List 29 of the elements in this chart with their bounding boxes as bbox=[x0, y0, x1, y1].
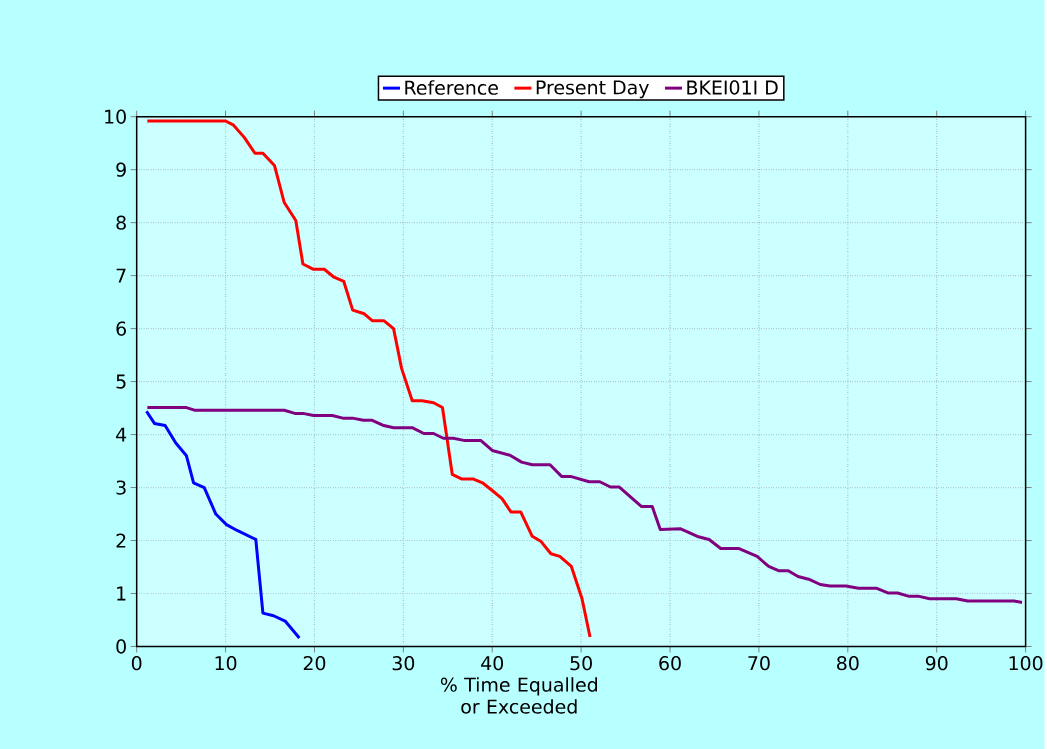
y-tick-label: 4 bbox=[116, 427, 127, 442]
x-tick-label: 10 bbox=[215, 655, 237, 671]
line-series bbox=[145, 119, 592, 639]
x-tick-label: 60 bbox=[659, 655, 681, 671]
line-series bbox=[144, 409, 301, 640]
y-tick-label: 6 bbox=[116, 321, 126, 336]
y-tick-label: 2 bbox=[116, 533, 126, 548]
y-tick-label: 5 bbox=[116, 374, 126, 389]
line-series bbox=[145, 405, 1024, 604]
x-tick-label: 20 bbox=[303, 655, 326, 671]
legend-label: Present Day bbox=[536, 80, 649, 99]
y-tick-label: 7 bbox=[116, 268, 126, 283]
x-tick-label: 100 bbox=[1009, 655, 1043, 671]
legend-label: Reference bbox=[405, 80, 498, 95]
y-tick-label: 9 bbox=[116, 162, 126, 177]
y-tick-label: 0 bbox=[116, 639, 126, 654]
legend-label: BKEI01I D bbox=[687, 80, 778, 95]
y-tick-label: 1 bbox=[117, 586, 126, 601]
x-tick-label: 90 bbox=[925, 655, 948, 671]
x-tick-label: 30 bbox=[392, 655, 415, 671]
x-tick-label: 70 bbox=[748, 655, 770, 671]
y-tick-label: 10 bbox=[105, 109, 126, 124]
x-tick-label: 40 bbox=[481, 655, 504, 671]
x-tick-label: 80 bbox=[837, 655, 859, 671]
y-tick-label: 3 bbox=[116, 480, 126, 495]
x-tick-label: 50 bbox=[570, 655, 592, 671]
y-tick-label: 8 bbox=[116, 215, 126, 230]
x-axis-title: % Time Equalled or Exceeded bbox=[440, 677, 598, 714]
x-tick-label: 0 bbox=[131, 655, 142, 671]
